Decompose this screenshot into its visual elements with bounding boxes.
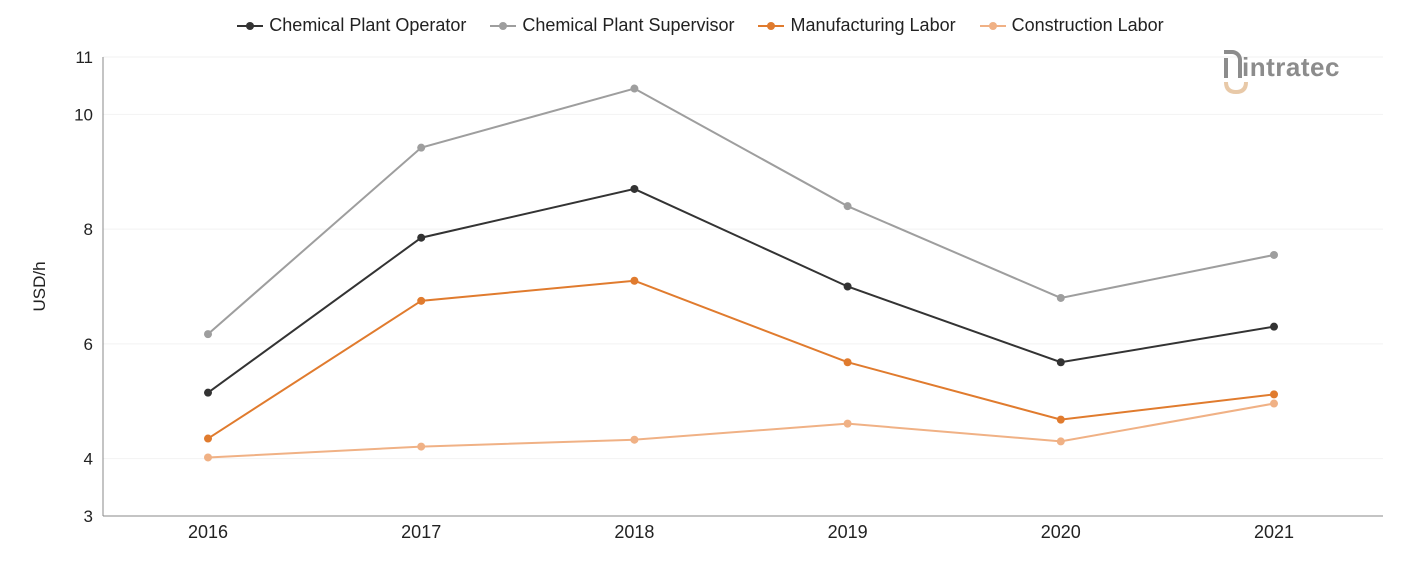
logo-text: intratec	[1242, 52, 1340, 82]
intratec-logo-icon	[1224, 50, 1248, 95]
data-point	[204, 330, 212, 339]
y-tick-label: 11	[75, 48, 93, 67]
series-line	[207, 187, 1275, 394]
data-point	[417, 442, 426, 451]
data-point	[843, 358, 852, 367]
y-tick-label: 8	[84, 220, 93, 239]
legend-label: Manufacturing Labor	[790, 15, 956, 35]
legend-label: Chemical Plant Supervisor	[522, 15, 735, 35]
data-point	[204, 434, 212, 443]
x-tick-label: 2019	[828, 522, 868, 542]
series-line	[207, 87, 1275, 335]
data-point	[1270, 322, 1278, 331]
x-tick-label: 2018	[614, 522, 654, 542]
data-point	[204, 453, 212, 462]
legend-label: Construction Labor	[1011, 15, 1164, 35]
legend-label: Chemical Plant Operator	[269, 15, 467, 35]
y-axis-title: USD/h	[30, 261, 49, 311]
y-tick-label: 6	[84, 335, 93, 354]
data-point	[630, 435, 639, 444]
legend-swatch	[237, 21, 264, 30]
data-point	[417, 233, 426, 242]
data-point	[630, 276, 639, 285]
data-point	[417, 296, 426, 305]
data-point	[1056, 358, 1065, 367]
x-tick-label: 2021	[1254, 522, 1294, 542]
data-point	[204, 388, 212, 397]
data-point	[417, 143, 426, 152]
x-tick-label: 2017	[401, 522, 441, 542]
x-tick-label: 2016	[188, 522, 228, 542]
y-tick-label: 4	[84, 450, 93, 469]
data-point	[843, 282, 852, 291]
data-point	[1270, 399, 1278, 408]
legend-swatch	[758, 21, 785, 30]
legend-item: Construction Labor	[979, 15, 1164, 36]
data-point	[843, 202, 852, 211]
series-line	[207, 402, 1275, 459]
x-tick-label: 2020	[1041, 522, 1081, 542]
y-tick-label: 3	[84, 507, 93, 526]
data-point	[630, 184, 639, 193]
legend-item: Chemical Plant Operator	[237, 15, 466, 36]
intratec-logo: intratec	[1222, 44, 1372, 96]
legend-swatch	[490, 21, 517, 30]
data-point	[630, 84, 639, 93]
data-point	[843, 419, 852, 428]
y-tick-label: 10	[74, 105, 93, 124]
legend-item: Manufacturing Labor	[758, 15, 956, 36]
series-line	[207, 279, 1275, 440]
data-point	[1056, 437, 1065, 446]
data-point	[1056, 293, 1065, 302]
data-point	[1270, 250, 1278, 259]
data-point	[1056, 415, 1065, 424]
legend-item: Chemical Plant Supervisor	[490, 15, 734, 36]
chart-legend: Chemical Plant Operator Chemical Plant Su…	[0, 15, 1401, 36]
data-point	[1270, 390, 1278, 399]
legend-swatch	[979, 21, 1006, 30]
